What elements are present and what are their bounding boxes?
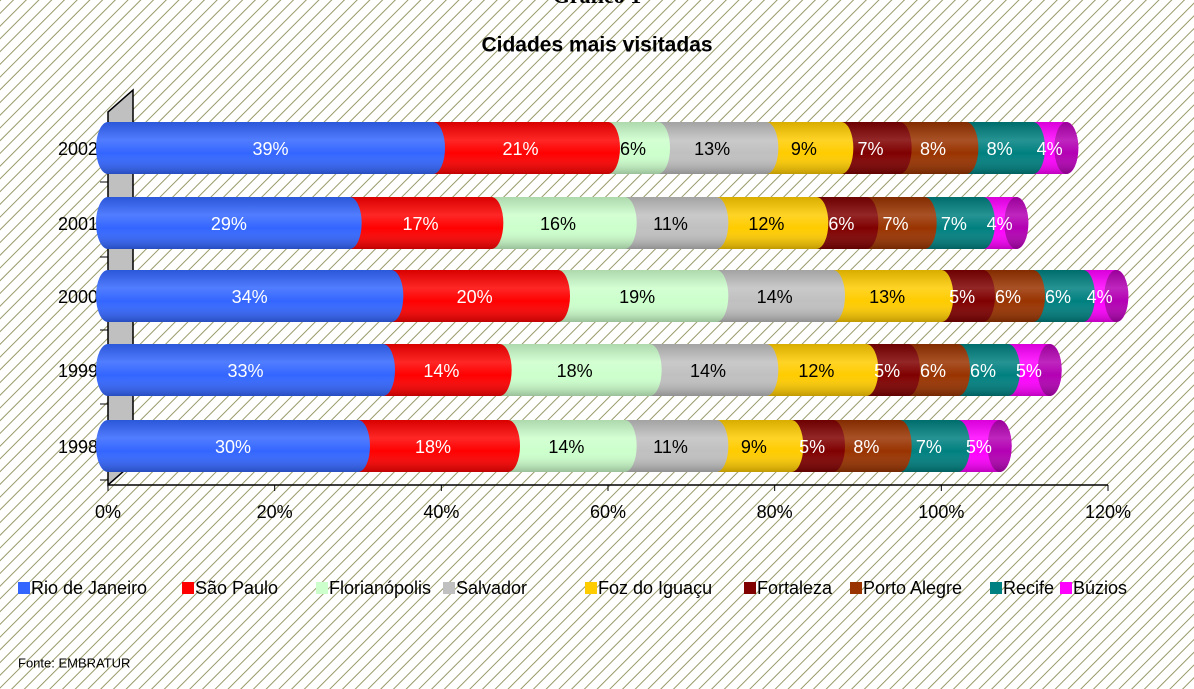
y-tick-label: 1998 (58, 437, 98, 457)
data-label: 20% (457, 287, 493, 307)
data-label: 6% (828, 214, 854, 234)
data-label: 7% (857, 139, 883, 159)
y-tick-label: 2001 (58, 214, 98, 234)
x-tick-label: 100% (918, 502, 964, 522)
data-label: 8% (987, 139, 1013, 159)
data-label: 33% (227, 361, 263, 381)
data-label: 39% (252, 139, 288, 159)
legend-label: Búzios (1073, 578, 1127, 598)
data-label: 9% (741, 437, 767, 457)
x-tick-label: 120% (1085, 502, 1131, 522)
legend-swatch (850, 582, 862, 594)
x-tick-label: 20% (257, 502, 293, 522)
data-label: 5% (874, 361, 900, 381)
legend-swatch (316, 582, 328, 594)
data-label: 29% (211, 214, 247, 234)
data-label: 5% (966, 437, 992, 457)
legend-label: Recife (1003, 578, 1054, 598)
legend-swatch (182, 582, 194, 594)
data-label: 8% (853, 437, 879, 457)
data-label: 5% (1016, 361, 1042, 381)
data-label: 5% (799, 437, 825, 457)
data-label: 14% (423, 361, 459, 381)
x-tick-label: 40% (423, 502, 459, 522)
legend-swatch (1060, 582, 1072, 594)
data-label: 14% (548, 437, 584, 457)
data-label: 13% (869, 287, 905, 307)
data-label: 6% (620, 139, 646, 159)
data-label: 12% (798, 361, 834, 381)
data-label: 18% (557, 361, 593, 381)
legend-label: Florianópolis (329, 578, 431, 598)
x-tick-label: 80% (757, 502, 793, 522)
legend-swatch (18, 582, 30, 594)
data-label: 7% (882, 214, 908, 234)
data-label: 13% (694, 139, 730, 159)
data-label: 21% (502, 139, 538, 159)
data-label: 4% (1087, 287, 1113, 307)
data-label: 19% (619, 287, 655, 307)
legend-swatch (990, 582, 1002, 594)
data-label: 5% (949, 287, 975, 307)
y-tick-label: 1999 (58, 361, 98, 381)
chart-title: Cidades mais visitadas (481, 34, 712, 57)
data-label: 18% (415, 437, 451, 457)
data-label: 16% (540, 214, 576, 234)
data-label: 6% (920, 361, 946, 381)
legend-label: Foz do Iguaçu (598, 578, 712, 598)
y-tick-label: 2000 (58, 287, 98, 307)
data-label: 14% (757, 287, 793, 307)
legend-swatch (744, 582, 756, 594)
data-label: 6% (1045, 287, 1071, 307)
data-label: 17% (402, 214, 438, 234)
data-label: 7% (941, 214, 967, 234)
data-label: 9% (791, 139, 817, 159)
data-label: 12% (748, 214, 784, 234)
data-label: 4% (1037, 139, 1063, 159)
data-label: 4% (987, 214, 1013, 234)
x-tick-label: 0% (95, 502, 121, 522)
x-tick-label: 60% (590, 502, 626, 522)
data-label: 8% (920, 139, 946, 159)
data-label: 11% (653, 214, 688, 234)
y-tick-label: 2002 (58, 139, 98, 159)
data-label: 7% (916, 437, 942, 457)
chart-heading: Gráfico 1 (553, 0, 642, 8)
legend-label: Salvador (456, 578, 527, 598)
data-label: 6% (970, 361, 996, 381)
data-label: 6% (995, 287, 1021, 307)
data-label: 14% (690, 361, 726, 381)
legend-label: Fortaleza (757, 578, 833, 598)
legend-swatch (443, 582, 455, 594)
data-label: 11% (653, 437, 688, 457)
legend-label: Porto Alegre (863, 578, 962, 598)
data-label: 30% (215, 437, 251, 457)
legend-label: São Paulo (195, 578, 278, 598)
legend-label: Rio de Janeiro (31, 578, 147, 598)
data-label: 34% (232, 287, 268, 307)
source-note: Fonte: EMBRATUR (18, 655, 130, 670)
legend-swatch (585, 582, 597, 594)
